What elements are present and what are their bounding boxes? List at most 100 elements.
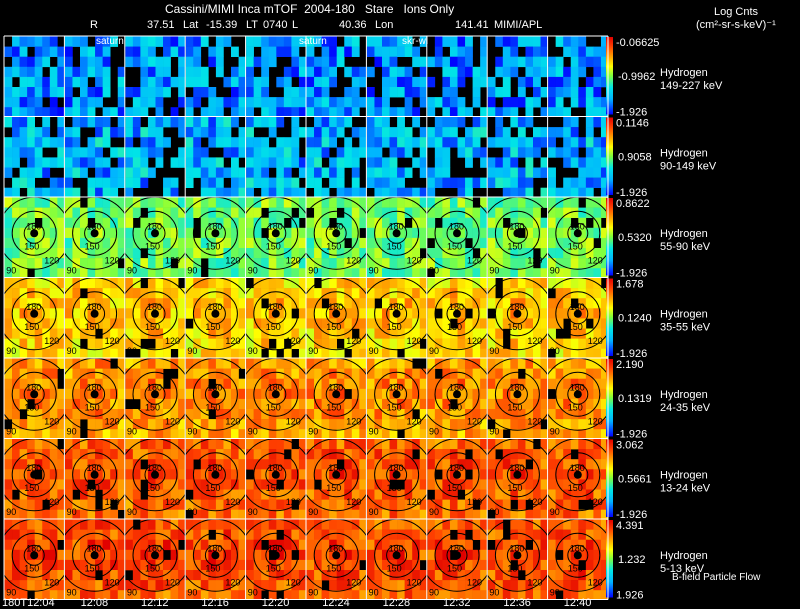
colorbar-max-label: 0.1146 [616, 118, 649, 130]
contour-label: 180 [389, 463, 404, 473]
contour-label: 150 [85, 402, 100, 412]
contour-label: 120 [105, 416, 120, 426]
contour-label: 120 [105, 255, 120, 265]
contour-label: 120 [527, 497, 542, 507]
image-panel: 180 150 120 90 [245, 519, 307, 600]
contour-label: 90 [248, 426, 258, 436]
contour-label: 90 [187, 426, 197, 436]
contour-label: 90 [550, 507, 560, 517]
colorbar [606, 198, 613, 276]
image-panel: 180 150 120 90 [366, 358, 427, 439]
image-panel [64, 36, 125, 117]
contour-label: 90 [187, 265, 197, 275]
contour-label: 90 [67, 346, 77, 356]
contour-label: 90 [489, 346, 499, 356]
contour-label: 150 [568, 483, 583, 493]
contour-label: 150 [507, 483, 522, 493]
contour-label: 120 [225, 416, 240, 426]
r-value: 37.51 [147, 19, 175, 31]
image-panel [306, 117, 367, 197]
contour-label: 150 [507, 402, 522, 412]
energy-label: 13-24 keV [660, 483, 711, 495]
contour-label: 90 [489, 265, 499, 275]
lat-label: Lat [183, 19, 199, 31]
image-panel [4, 117, 65, 197]
contour-label: 150 [387, 322, 402, 332]
contour-label: 150 [205, 402, 220, 412]
contour-label: 180 [570, 221, 585, 231]
contour-label: 90 [6, 265, 16, 275]
image-panel: 180 150 120 90 [366, 519, 427, 600]
contour-label: 120 [165, 255, 180, 265]
time-label: 12:28 [383, 597, 411, 609]
energy-label: 55-90 keV [660, 241, 711, 253]
contour-label: 150 [326, 322, 341, 332]
lon-value: 141.41 [455, 19, 489, 31]
colorbar-max-label: 4.391 [616, 520, 644, 532]
contour-label: 120 [588, 577, 603, 587]
contour-label: 150 [447, 483, 462, 493]
contour-label: 180 [389, 382, 404, 392]
contour-label: 90 [369, 507, 379, 517]
contour-label: 180 [389, 543, 404, 553]
colorbar-mid-label: 1.232 [618, 554, 646, 566]
colorbar-min-label: 1.926 [616, 590, 644, 602]
image-panel: 180 150 120 90 [185, 519, 246, 600]
contour-label: 180 [87, 463, 102, 473]
contour-label: 120 [286, 577, 301, 587]
contour-label: 90 [127, 507, 137, 517]
contour-label: 90 [308, 587, 318, 597]
contour-label: 120 [105, 336, 120, 346]
image-panel: 180 150 120 90 [547, 519, 608, 600]
lt-label: LT [246, 19, 259, 31]
contour-label: 120 [44, 336, 59, 346]
contour-label: 180 [389, 221, 404, 231]
image-panel: 180 150 120 90 [547, 197, 608, 278]
contour-label: 180 [449, 382, 464, 392]
time-label: 12:36 [503, 597, 531, 609]
contour-label: 180 [328, 463, 343, 473]
contour-label: 150 [507, 241, 522, 251]
contour-label: 180 [449, 221, 464, 231]
contour-label: 150 [85, 322, 100, 332]
contour-label: 120 [346, 577, 361, 587]
contour-label: 120 [588, 255, 603, 265]
colorbar-min-label: -1.926 [616, 187, 647, 199]
contour-label: 150 [326, 402, 341, 412]
contour-label: 120 [165, 577, 180, 587]
contour-label: 180 [570, 302, 585, 312]
contour-label: 90 [489, 587, 499, 597]
contour-label: 180 [87, 543, 102, 553]
contour-label: 120 [105, 497, 120, 507]
species-label: Hydrogen [660, 389, 708, 401]
contour-label: 150 [447, 322, 462, 332]
image-panel: 180 150 120 90 [306, 358, 367, 439]
contour-label: 180 [26, 382, 41, 392]
colorbar-min-label: -1.926 [616, 509, 647, 521]
colorbar-max-label: 2.190 [616, 359, 644, 371]
colorbar-max-label: 0.8622 [616, 198, 650, 210]
chart-title: Cassini/MIMI Inca mTOF 2004-180 Stare Io… [165, 2, 455, 16]
contour-label: 90 [489, 507, 499, 517]
contour-label: 180 [449, 463, 464, 473]
energy-label: 5-13 keV [660, 563, 705, 575]
colorbar-min-label: -1.926 [616, 268, 647, 280]
contour-label: 90 [308, 426, 318, 436]
time-label: 12:08 [81, 597, 109, 609]
contour-label: 90 [6, 507, 16, 517]
image-panel: 180 150 120 90 [185, 438, 246, 519]
contour-label: 90 [369, 426, 379, 436]
colorbar-min-label: -1.926 [616, 429, 647, 441]
contour-label: 180 [87, 382, 102, 392]
contour-label: 90 [248, 346, 258, 356]
contour-label: 180 [207, 463, 222, 473]
contour-label: 120 [467, 336, 482, 346]
image-panel: 180 150 120 90 [426, 519, 488, 600]
image-panel: 180 150 120 90 [547, 277, 608, 358]
contour-label: 150 [85, 241, 100, 251]
contour-label: 120 [225, 497, 240, 507]
contour-label: 90 [429, 507, 439, 517]
image-panel: 180 150 120 90 [4, 519, 65, 600]
contour-label: 150 [145, 241, 160, 251]
contour-label: 120 [44, 497, 59, 507]
